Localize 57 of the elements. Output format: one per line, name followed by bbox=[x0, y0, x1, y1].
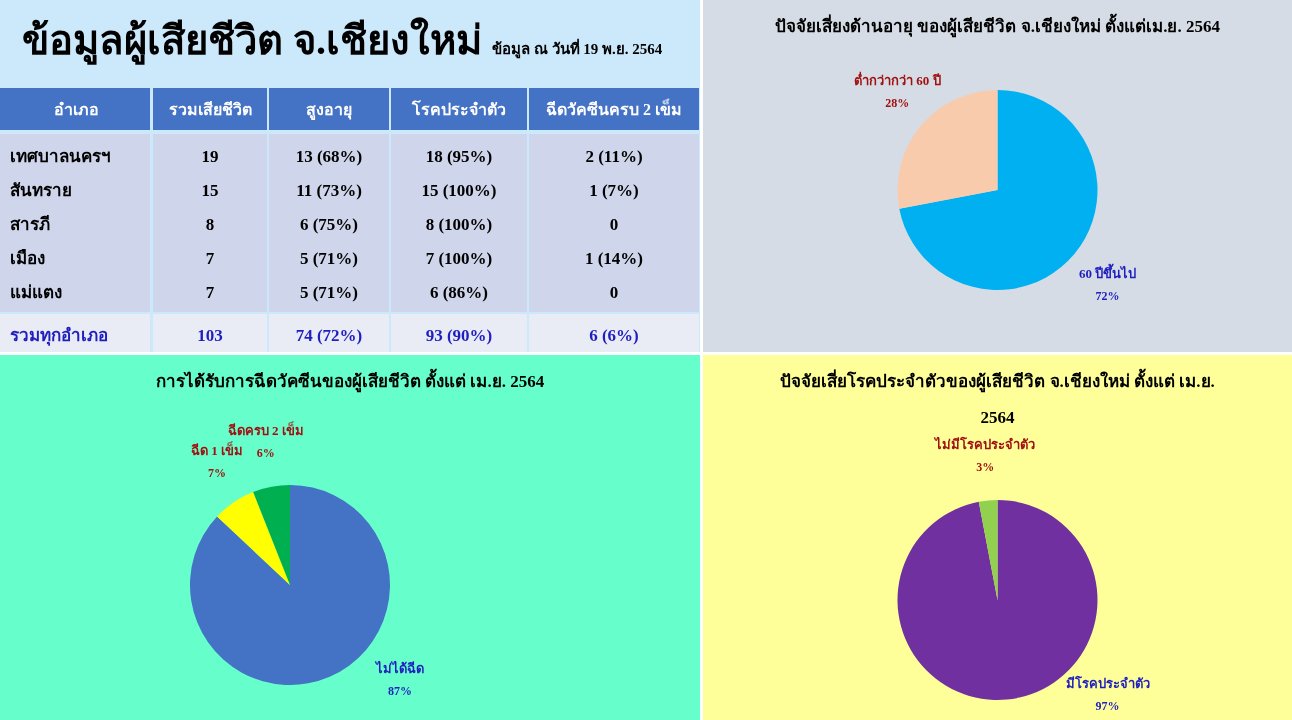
text: 7 bbox=[205, 249, 215, 268]
text: 8 (100%) bbox=[425, 215, 493, 234]
pie-slice bbox=[978, 500, 998, 600]
data-label: 72% bbox=[1095, 289, 1120, 303]
category-label: สารภี bbox=[10, 215, 50, 234]
text: 15 (100%) bbox=[421, 181, 497, 200]
data-label: 28% bbox=[885, 96, 910, 111]
slice-label: ไม่ได้ฉีด bbox=[374, 660, 424, 676]
text: 7 bbox=[205, 283, 215, 302]
text: 5 (71%) bbox=[299, 283, 359, 302]
category-label: เทศบาลนครฯ bbox=[10, 147, 111, 166]
text: 15 bbox=[201, 181, 219, 200]
category-label: สันทราย bbox=[10, 181, 72, 200]
text: 6 (6%) bbox=[589, 326, 639, 345]
text: 6 (86%) bbox=[429, 283, 489, 302]
category-label: โรคประจำตัว bbox=[411, 99, 506, 118]
data-label: 6% bbox=[256, 446, 275, 461]
category-label: รวมเสียชีวิต bbox=[168, 100, 252, 118]
text: 5 (71%) bbox=[299, 249, 359, 268]
text: 11 (73%) bbox=[296, 181, 362, 200]
text: 13 (68%) bbox=[295, 147, 363, 166]
text: 6 (75%) bbox=[299, 215, 359, 234]
text: 18 (95%) bbox=[425, 147, 493, 166]
pie-slice bbox=[217, 492, 290, 585]
slice-label: มีโรคประจำตัว bbox=[1065, 675, 1150, 691]
data-label: 87% bbox=[388, 684, 412, 698]
pie-slice bbox=[253, 485, 290, 585]
text: 8 bbox=[205, 215, 215, 234]
text: ข้อมูลผู้เสียชีวิต จ.เชียงใหม่ bbox=[22, 17, 482, 65]
text: 93 (90%) bbox=[425, 326, 493, 345]
slice-label: ฉีด 1 เข็ม bbox=[190, 441, 243, 459]
data-label: 97% bbox=[1095, 699, 1120, 713]
text: อำเภอ bbox=[53, 101, 99, 118]
chart-title: ปัจจัยเสี่ยงด้านอายุ ของผู้เสียชีวิต จ.เชียงใหม่ ตั้งแต่เม.ย. 2564 bbox=[775, 13, 1221, 38]
slice-label: 60 ปีขึ้นไป bbox=[1078, 263, 1137, 281]
text: 1 (7%) bbox=[589, 181, 639, 200]
slice-label: ไม่มีโรคประจำตัว bbox=[933, 435, 1036, 452]
category-label: ฉีดวัคซีนครบ 2 เข็ม bbox=[546, 98, 682, 118]
category-label: สูงอายุ bbox=[306, 101, 352, 121]
text: 0 bbox=[609, 215, 619, 234]
category-label: รวมทุกอำเภอ bbox=[10, 326, 108, 345]
slice-label: ฉีดครบ 2 เข็ม bbox=[227, 421, 304, 439]
text: 7 (100%) bbox=[425, 249, 493, 268]
text: 2 (11%) bbox=[585, 147, 643, 166]
chart-title: ปัจจัยเสี่ยโรคประจำตัวของผู้เสียชีวิต จ.เชียงใหม่ ตั้งแต่ เม.ย. 2564 bbox=[780, 368, 1215, 427]
category-label: เมือง bbox=[10, 249, 45, 268]
data-label: 7% bbox=[207, 466, 226, 481]
data-label: 3% bbox=[976, 459, 995, 474]
chart-title: การได้รับการฉีดวัคซีนของผู้เสียชีวิต ตั้งแต่ เม.ย. 2564 bbox=[155, 368, 545, 393]
text: 103 bbox=[197, 326, 223, 345]
slice-label: ต่ำกว่ากว่า 60 ปี bbox=[854, 71, 941, 89]
text: 1 (14%) bbox=[584, 249, 644, 268]
text: 74 (72%) bbox=[295, 326, 363, 345]
category-label: แม่แตง bbox=[10, 283, 62, 302]
text: ข้อมูล ณ วันที่ 19 พ.ย. 2564 bbox=[492, 38, 663, 59]
text: 0 bbox=[609, 283, 619, 302]
text: 19 bbox=[201, 147, 219, 166]
